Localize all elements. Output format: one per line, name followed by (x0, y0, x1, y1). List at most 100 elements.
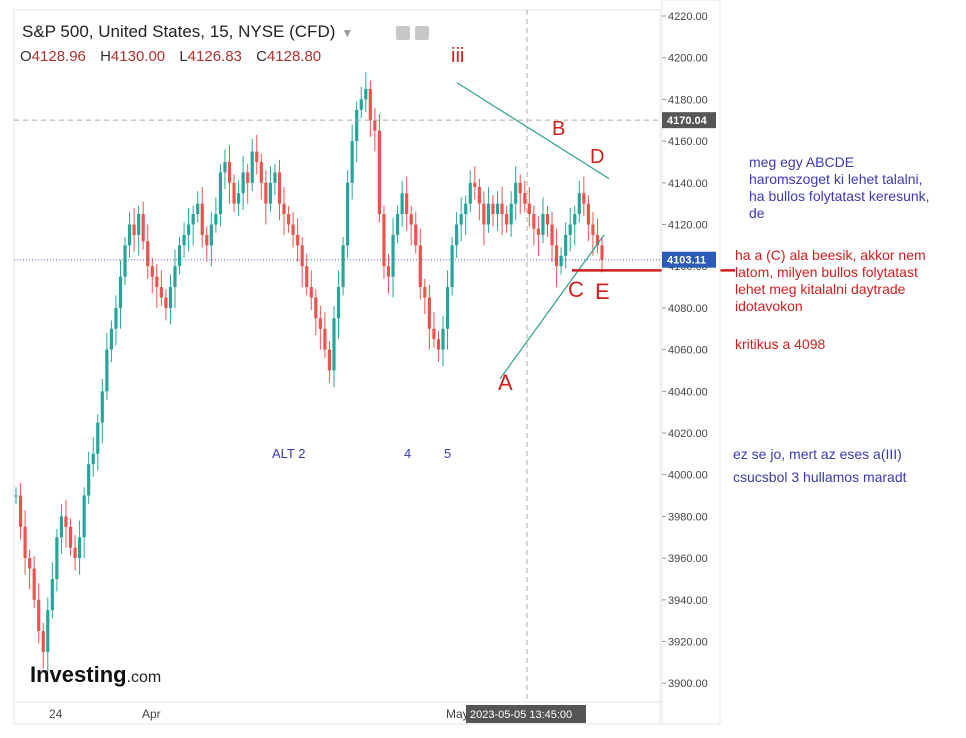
chart-title[interactable]: S&P 500, United States, 15, NYSE (CFD) ▼ (22, 22, 354, 41)
candle-body (314, 297, 318, 319)
y-tick-label: 4080.00 (668, 303, 708, 315)
candle-body (427, 297, 431, 329)
x-tick-label: 24 (49, 707, 63, 721)
candle-body (223, 161, 227, 173)
candle-body (418, 245, 422, 288)
candle-body (159, 287, 163, 298)
last-price-label: 4103.11 (667, 255, 706, 267)
candle-body (554, 245, 559, 267)
y-tick-label: 4200.00 (668, 53, 708, 65)
wave-label-C: C (568, 277, 584, 302)
candle-body (336, 287, 341, 319)
candle-body (23, 526, 27, 559)
candle-body (282, 203, 286, 215)
y-tick-label: 4120.00 (668, 220, 708, 232)
candle-body (296, 234, 300, 246)
candle-body (141, 214, 145, 242)
wave-label-D: D (590, 146, 604, 168)
candle-body (73, 547, 77, 559)
candle-body (41, 631, 45, 652)
candle-body (305, 266, 309, 288)
alt-label: ALT 2 (272, 446, 305, 461)
candle-body (500, 203, 504, 215)
candle-body (564, 234, 568, 256)
candle-body (323, 328, 327, 350)
chevron-down-icon[interactable]: ▼ (341, 26, 354, 40)
candle-body (568, 224, 572, 235)
candle-body (364, 88, 368, 100)
candle-body (382, 214, 386, 267)
candle-body (146, 241, 150, 267)
candle-body (405, 193, 409, 215)
candle-body (545, 214, 550, 225)
investing-logo: Investing.com (30, 662, 162, 687)
candle-body (377, 130, 382, 215)
candle-body (359, 99, 363, 110)
candle-body (536, 228, 541, 235)
candle-body (577, 193, 581, 215)
candle-body (87, 464, 91, 496)
candle-body (455, 224, 459, 246)
candle-body (123, 245, 127, 277)
candle-body (205, 234, 209, 246)
candle-body (118, 276, 123, 308)
candle-body (450, 245, 454, 288)
candle-body (477, 186, 481, 204)
candle-body (246, 172, 250, 183)
candle-body (200, 203, 204, 235)
candle-body (445, 287, 450, 329)
candle-body (196, 203, 200, 215)
candle-body (132, 224, 136, 235)
candle-body (286, 214, 291, 225)
y-tick-label: 3920.00 (668, 637, 708, 649)
candle-body (291, 224, 295, 235)
crosshair-x-label: 2023-05-05 13:45:00 (470, 709, 572, 721)
candle-body (164, 297, 168, 308)
note-c-break: ha a (C) ala beesik, akkor nem latom, mil… (735, 247, 926, 314)
candle-body (423, 287, 427, 298)
candle-body (346, 182, 350, 246)
candle-body (386, 266, 391, 277)
candle-body (168, 287, 173, 308)
alt-label: 4 (404, 446, 411, 461)
candle-body (559, 255, 563, 267)
last-price-label-bg (662, 251, 716, 268)
y-tick-label: 3960.00 (668, 553, 708, 565)
candle-body (355, 109, 359, 142)
candle-body (468, 182, 472, 204)
candle-body (114, 307, 118, 329)
note-critical: kritikus a 4098 (735, 336, 826, 352)
candle-body (155, 276, 159, 288)
candle-body (414, 224, 418, 246)
gear-icon[interactable] (415, 26, 429, 40)
candle-body (409, 214, 413, 225)
candle-body (432, 328, 436, 340)
candle-body (395, 214, 400, 235)
note-abcde: meg egy ABCDE haromszoget ki lehet talaln… (749, 154, 930, 221)
eye-icon[interactable] (396, 26, 410, 40)
candle-body (391, 234, 395, 277)
y-tick-label: 3940.00 (668, 595, 708, 607)
candle-body (486, 203, 491, 225)
candle-body (127, 224, 132, 246)
y-tick-label: 4000.00 (668, 470, 708, 482)
candle-body (18, 495, 23, 527)
candle-body (514, 182, 518, 204)
candle-body (600, 245, 604, 260)
candle-body (14, 495, 18, 497)
y-tick-label: 4020.00 (668, 428, 708, 440)
candle-body (50, 578, 54, 611)
candle-body (541, 214, 545, 235)
candle-body (482, 203, 486, 225)
y-tick-label: 4060.00 (668, 345, 708, 357)
x-tick-label: Apr (142, 707, 161, 721)
alt-label: 5 (444, 446, 451, 461)
candle-body (495, 203, 500, 215)
candle-body (464, 203, 468, 215)
candle-body (91, 453, 95, 465)
y-tick-label: 4180.00 (668, 94, 708, 106)
candle-body (187, 224, 191, 235)
candle-body (332, 318, 336, 371)
candle-body (518, 182, 522, 194)
